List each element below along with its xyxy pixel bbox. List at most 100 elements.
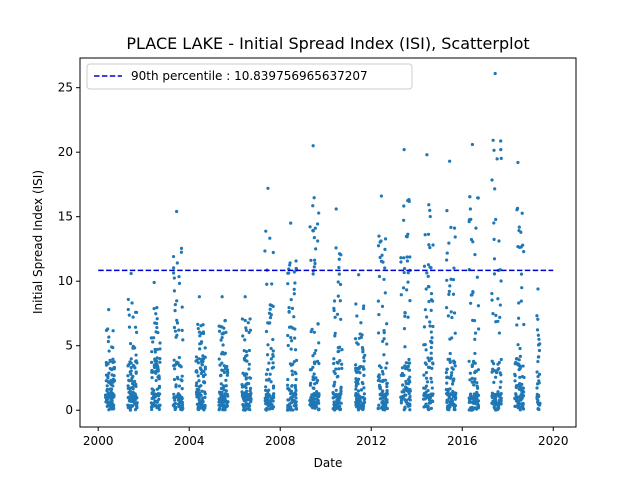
data-point xyxy=(517,301,521,305)
data-point xyxy=(105,404,109,408)
data-point xyxy=(244,349,249,354)
data-point xyxy=(310,327,314,332)
data-point xyxy=(201,380,206,384)
data-point xyxy=(360,333,364,337)
data-point xyxy=(264,372,269,376)
data-point xyxy=(203,367,207,371)
data-point xyxy=(361,306,366,311)
data-point xyxy=(197,295,201,299)
data-point xyxy=(405,255,409,259)
y-tick-label: 20 xyxy=(58,145,73,159)
data-point xyxy=(357,336,361,340)
data-point xyxy=(271,304,275,308)
data-point xyxy=(177,401,182,405)
data-point xyxy=(449,376,453,380)
data-point xyxy=(155,387,159,391)
data-point xyxy=(338,359,342,363)
data-point xyxy=(445,258,449,262)
data-point xyxy=(454,396,458,400)
data-point xyxy=(362,373,366,377)
data-point xyxy=(292,404,296,408)
data-point xyxy=(515,208,519,212)
data-point xyxy=(422,325,427,329)
data-point xyxy=(376,378,380,383)
data-point xyxy=(335,375,339,379)
data-point xyxy=(175,209,179,214)
data-point xyxy=(134,384,138,389)
data-point xyxy=(219,396,223,400)
data-point xyxy=(271,386,276,390)
data-point xyxy=(450,382,455,386)
data-point xyxy=(180,396,184,401)
data-point xyxy=(401,396,405,400)
data-point xyxy=(175,299,179,303)
data-point xyxy=(429,406,433,410)
data-point xyxy=(107,371,111,375)
data-point xyxy=(196,374,200,378)
data-point xyxy=(150,396,154,401)
data-point xyxy=(468,393,473,397)
data-point xyxy=(518,346,522,351)
data-point xyxy=(519,405,523,409)
data-point xyxy=(155,356,159,360)
data-point xyxy=(289,221,293,225)
data-point xyxy=(467,359,471,363)
legend: 90th percentile : 10.839756965637207 xyxy=(86,63,413,90)
data-point xyxy=(195,387,199,391)
data-point xyxy=(152,370,156,374)
data-point xyxy=(316,399,320,403)
data-point xyxy=(155,404,159,408)
data-point xyxy=(135,405,139,409)
data-point xyxy=(244,401,248,405)
data-point xyxy=(225,373,229,377)
data-point xyxy=(197,385,201,389)
data-point xyxy=(430,336,434,340)
data-point xyxy=(381,260,385,264)
data-point xyxy=(378,255,382,260)
data-point xyxy=(150,376,154,380)
data-point xyxy=(402,408,406,412)
data-point xyxy=(470,396,474,400)
data-point xyxy=(447,408,451,412)
data-point xyxy=(128,386,132,390)
data-point xyxy=(201,354,205,358)
data-point xyxy=(332,400,336,404)
data-point xyxy=(362,392,366,396)
data-point xyxy=(451,367,455,371)
data-point xyxy=(428,265,432,269)
data-point xyxy=(516,160,520,165)
data-point xyxy=(129,369,133,373)
data-point xyxy=(287,271,291,275)
data-point xyxy=(424,370,428,375)
data-point xyxy=(513,374,517,378)
data-point xyxy=(472,398,476,402)
data-point xyxy=(448,351,452,356)
data-point xyxy=(425,153,429,157)
data-point xyxy=(407,357,411,362)
data-point xyxy=(153,395,157,399)
data-point xyxy=(220,352,224,356)
x-tick-label: 2016 xyxy=(447,434,478,448)
data-point xyxy=(180,305,184,309)
data-point xyxy=(313,226,317,230)
data-point xyxy=(151,340,155,344)
data-point xyxy=(289,363,293,367)
data-point xyxy=(383,266,387,270)
data-point xyxy=(403,345,407,349)
data-point xyxy=(196,390,200,395)
x-tick-label: 2000 xyxy=(83,434,114,448)
y-tick-label: 15 xyxy=(58,210,73,224)
data-point xyxy=(498,315,502,319)
data-point xyxy=(336,280,340,284)
data-point xyxy=(405,401,409,405)
data-point xyxy=(311,272,315,276)
data-point xyxy=(354,366,358,370)
data-point xyxy=(536,374,540,379)
y-tick-label: 25 xyxy=(58,81,73,95)
data-point xyxy=(263,249,267,253)
data-point xyxy=(399,260,403,264)
x-tick-label: 2008 xyxy=(265,434,296,448)
data-point xyxy=(271,361,275,365)
data-point xyxy=(294,377,298,382)
data-point xyxy=(473,361,477,365)
